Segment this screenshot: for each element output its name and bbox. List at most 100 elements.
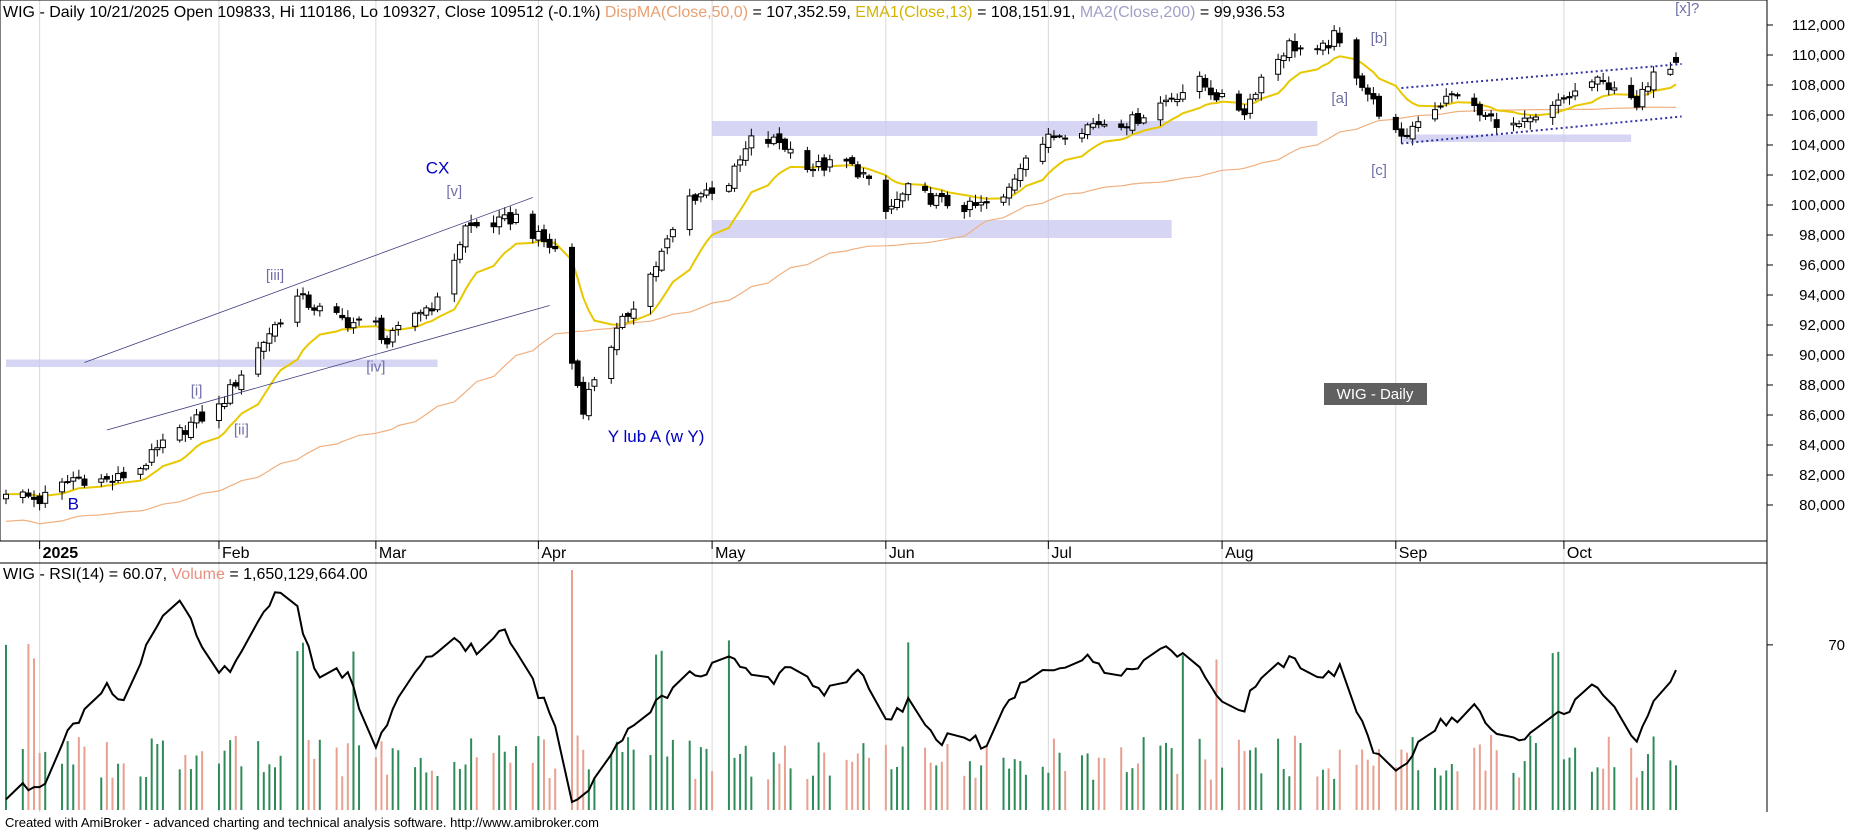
candle-body <box>1437 105 1444 108</box>
candle-body <box>826 159 833 168</box>
candle-body <box>860 172 867 175</box>
candle-body <box>1258 76 1265 94</box>
candle-body <box>585 388 592 417</box>
candle-body <box>31 496 38 500</box>
candle-body <box>1202 77 1209 88</box>
candle-body <box>1213 92 1220 101</box>
candle-body <box>412 312 419 327</box>
candle-body <box>512 213 519 223</box>
candle-body <box>187 421 194 438</box>
candle-body <box>1471 97 1478 107</box>
candle-body <box>1174 98 1181 103</box>
candle-body <box>1140 117 1147 124</box>
candle-body <box>1353 39 1360 79</box>
wave-label: Y lub A (w Y) <box>608 427 705 446</box>
support-zone <box>6 359 438 367</box>
candle-body <box>1331 30 1338 47</box>
candle-body <box>938 193 945 198</box>
candle-body <box>395 324 402 330</box>
candle-body <box>709 187 716 194</box>
candle-body <box>266 333 273 344</box>
candle-body <box>933 195 940 206</box>
candle-body <box>451 259 458 295</box>
candle-body <box>866 175 873 179</box>
channel-line <box>106 305 550 431</box>
candle-body <box>580 381 587 415</box>
candle-body <box>1482 114 1489 117</box>
wave-label: [b] <box>1371 30 1388 47</box>
candle-body <box>1017 168 1024 181</box>
price-tick-label: 98,000 <box>1799 227 1845 244</box>
candle-body <box>1572 90 1579 97</box>
date-tick-label: Jul <box>1051 545 1071 562</box>
date-tick-label: Feb <box>222 545 250 562</box>
candle-body <box>1090 123 1097 128</box>
wave-label: CX <box>426 159 450 178</box>
candle-body <box>815 161 822 168</box>
candle-body <box>501 214 508 220</box>
price-candles <box>3 25 1679 511</box>
candle-body <box>378 317 385 341</box>
price-tick-label: 102,000 <box>1791 167 1845 184</box>
candle-body <box>1611 87 1618 91</box>
wave-label: B <box>68 495 79 514</box>
candle-body <box>742 148 749 161</box>
trendlines <box>84 63 1682 431</box>
candle-body <box>1168 97 1175 100</box>
candle-body <box>1404 134 1411 137</box>
candle-body <box>64 481 71 484</box>
candle-body <box>1045 133 1052 148</box>
candle-body <box>428 308 435 312</box>
candle-body <box>81 478 88 486</box>
candle-body <box>647 273 654 307</box>
price-panel-frame <box>0 0 1768 542</box>
candle-body <box>1549 104 1556 118</box>
support-zone <box>712 121 1318 136</box>
candle-body <box>1000 196 1007 203</box>
candle-body <box>305 294 312 308</box>
candle-body <box>1594 76 1601 85</box>
header-ma2-label: MA2(Close,200) <box>1080 4 1196 21</box>
candle-body <box>922 185 929 191</box>
rsi-line <box>5 591 1677 804</box>
candle-body <box>109 480 116 483</box>
candle-body <box>1588 81 1595 88</box>
candle-body <box>1650 71 1657 91</box>
price-tick-label: 88,000 <box>1799 377 1845 394</box>
candle-body <box>1493 119 1500 128</box>
header-ma1-label: DispMA(Close,50,0) <box>605 4 748 21</box>
candle-body <box>159 439 166 449</box>
candle-body <box>1605 82 1612 91</box>
wave-label: [x]? <box>1675 0 1699 17</box>
candle-body <box>294 295 301 323</box>
candle-body <box>787 148 794 154</box>
header-prefix: WIG - Daily 10/21/2025 Open 109833, Hi 1… <box>3 4 600 21</box>
candle-body <box>1628 84 1635 99</box>
candle-body <box>1011 178 1018 191</box>
candle-body <box>344 317 351 329</box>
candle-body <box>1275 58 1282 75</box>
candle-body <box>1566 96 1573 99</box>
support-zone <box>712 220 1172 238</box>
candle-body <box>227 384 234 404</box>
candle-body <box>417 311 424 315</box>
candle-body <box>849 157 856 165</box>
candle-body <box>1297 47 1304 50</box>
date-tick-label: Mar <box>379 545 407 562</box>
candle-body <box>894 198 901 208</box>
candle-body <box>148 449 155 463</box>
candle-body <box>384 337 391 345</box>
price-tick-label: 100,000 <box>1791 197 1845 214</box>
candle-body <box>1359 75 1366 88</box>
ma1-line <box>5 106 1677 525</box>
candle-body <box>658 250 665 271</box>
price-tick-label: 86,000 <box>1799 407 1845 424</box>
candle-body <box>311 307 318 311</box>
candle-body <box>1639 88 1646 108</box>
candle-body <box>1247 98 1254 114</box>
candle-body <box>1325 45 1332 49</box>
candle-body <box>1375 95 1382 117</box>
candle-body <box>697 193 704 198</box>
candle-body <box>103 476 110 480</box>
rsi-header-volume-label: Volume <box>172 566 225 583</box>
